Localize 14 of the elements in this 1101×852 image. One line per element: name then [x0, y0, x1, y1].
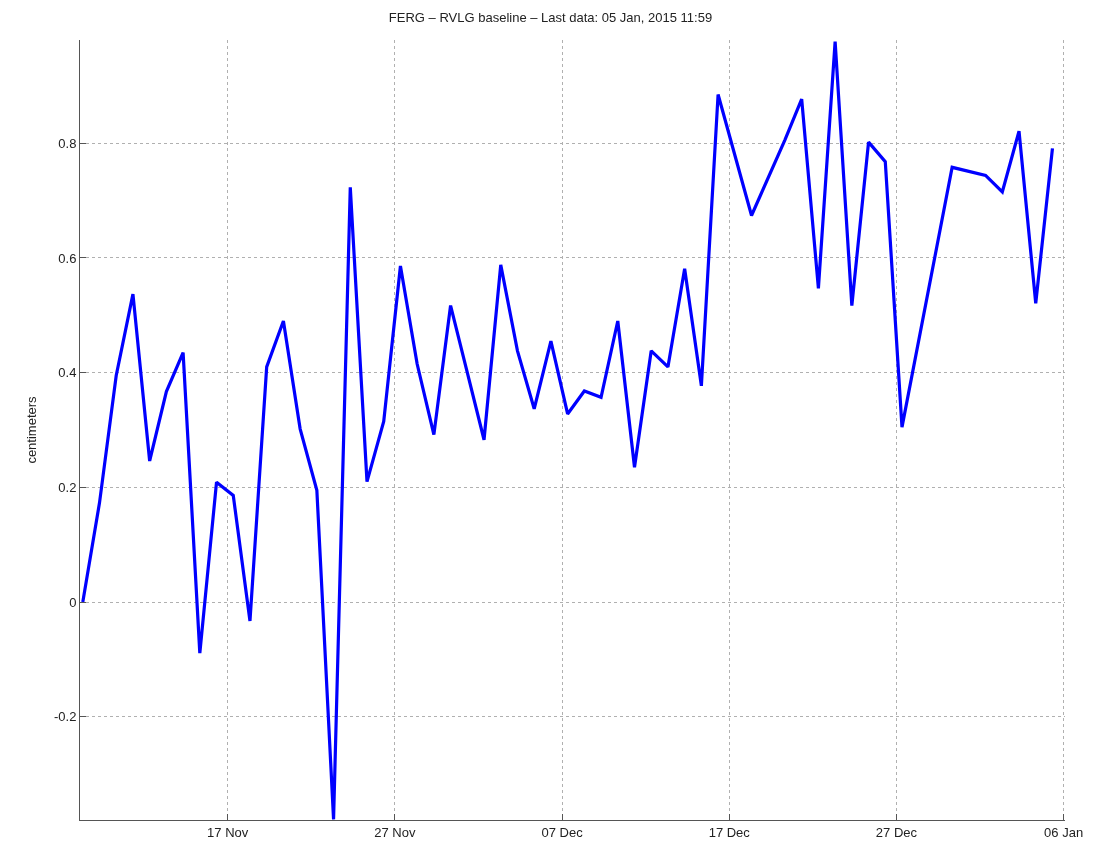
- x-tick-label: 17 Dec: [708, 824, 751, 840]
- y-tick-label: 0.2: [58, 479, 77, 495]
- chart-title: FERG – RVLG baseline – Last data: 05 Jan, 2015 11:59: [388, 9, 713, 25]
- x-tick-label: 07 Dec: [541, 824, 584, 840]
- x-tick-label: 06 Jan: [1044, 824, 1084, 840]
- y-tick-label: -0.2: [53, 709, 77, 725]
- x-tick-label: 17 Nov: [207, 824, 249, 840]
- x-tick-label: 27 Nov: [374, 824, 416, 840]
- y-axis-title: centimeters: [23, 395, 39, 464]
- y-tick-label: 0.4: [58, 365, 77, 381]
- x-tick-label: 27 Dec: [875, 824, 918, 840]
- y-tick-label: 0.6: [58, 250, 77, 266]
- y-tick-label: 0: [69, 594, 77, 610]
- y-tick-label: 0.8: [58, 135, 77, 151]
